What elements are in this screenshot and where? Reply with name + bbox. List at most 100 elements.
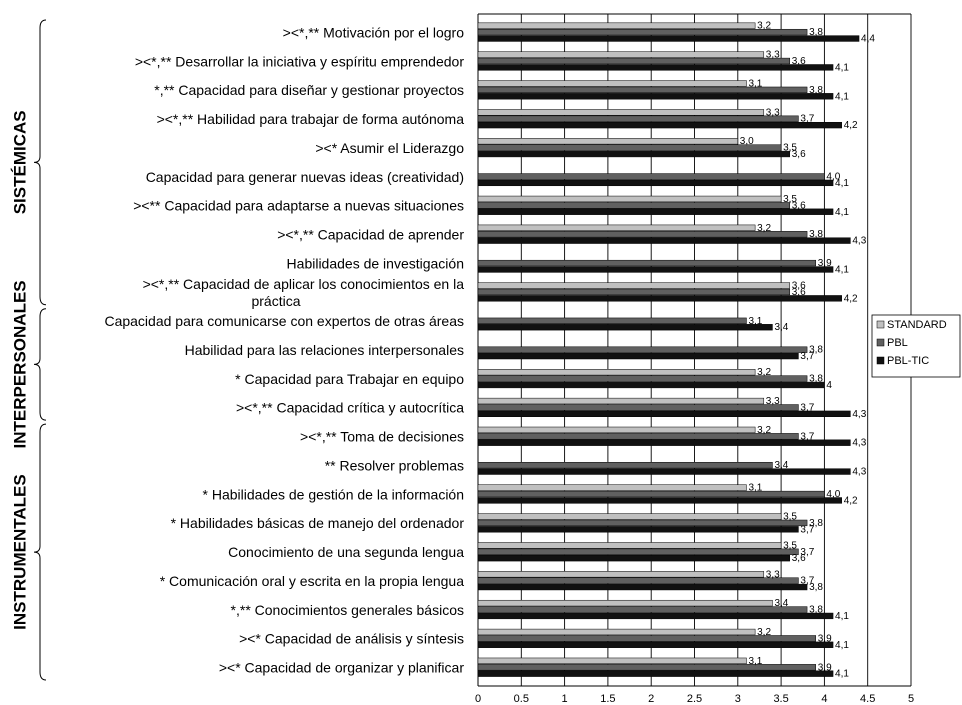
value-label: 3,1 xyxy=(748,483,762,494)
value-label: 4,1 xyxy=(835,178,849,189)
value-label: 4,3 xyxy=(852,236,866,247)
legend: STANDARD PBL PBL-TIC xyxy=(871,314,961,378)
value-label: 3,7 xyxy=(800,351,814,362)
value-label: 4,1 xyxy=(835,207,849,218)
bar-pbl-tic xyxy=(477,612,834,620)
legend-swatch xyxy=(876,338,885,347)
bar-pbl xyxy=(477,664,816,671)
bar-pbl xyxy=(477,173,825,180)
value-label: 3,3 xyxy=(766,396,780,407)
category-label: Capacidad para comunicarse con expertos … xyxy=(104,313,464,329)
bar-pbl xyxy=(477,259,816,267)
category-label: ><*,** Capacidad de aplicar los conocimi… xyxy=(143,276,465,292)
value-label: 4 xyxy=(826,380,832,391)
bar-pbl-tic xyxy=(477,410,851,417)
legend-label: STANDARD xyxy=(887,319,947,331)
value-label: 4,2 xyxy=(844,495,858,506)
value-label: 3,2 xyxy=(757,627,771,638)
category-label: ><*,** Desarrollar la iniciativa y espír… xyxy=(135,53,464,69)
value-label: 3,7 xyxy=(800,576,814,587)
category-label: ><* Capacidad de organizar y planificar xyxy=(219,660,464,676)
category-label: * Habilidades de gestión de la informaci… xyxy=(203,486,465,502)
legend-swatch xyxy=(876,320,885,329)
bar-standard xyxy=(477,513,782,520)
category-label: ><*,** Motivación por el logro xyxy=(283,24,465,40)
bar-standard xyxy=(477,628,756,636)
value-label: 3,5 xyxy=(783,540,797,551)
value-label: 4,1 xyxy=(835,669,849,680)
bar-standard xyxy=(477,542,782,549)
bar-pbl-tic xyxy=(477,497,842,504)
bar-pbl-tic xyxy=(477,468,851,475)
bar-pbl-tic xyxy=(477,266,834,273)
value-label: 3,4 xyxy=(774,322,788,333)
category-label: ><*,** Capacidad crítica y autocrítica xyxy=(236,400,464,416)
group-label: INTERPERSONALES xyxy=(11,280,30,448)
legend-label: PBL xyxy=(887,337,908,349)
x-tick-label: 0 xyxy=(475,693,481,705)
x-tick-label: 0.5 xyxy=(514,693,529,705)
value-label: 3,6 xyxy=(792,553,806,564)
category-label: ><* Asumir el Liderazgo xyxy=(315,140,464,156)
legend-swatch xyxy=(876,356,885,365)
bar-standard xyxy=(477,80,747,87)
value-label: 3,4 xyxy=(774,598,788,609)
x-tick-label: 3.5 xyxy=(773,693,788,705)
category-label: Capacidad para generar nuevas ideas (cre… xyxy=(146,169,464,185)
bar-pbl-tic xyxy=(477,526,799,533)
value-label: 3,2 xyxy=(757,223,771,234)
category-label: Habilidad para las relaciones interperso… xyxy=(185,342,464,358)
bar-standard xyxy=(477,571,765,578)
group-brackets: SISTÉMICAS INTERPERSONALES INSTRUMENTALES xyxy=(11,19,47,681)
bar-standard xyxy=(477,397,765,405)
bar-pbl xyxy=(477,317,747,324)
bar-pbl-tic xyxy=(477,439,851,446)
group-bracket xyxy=(33,19,47,306)
value-label: 3,8 xyxy=(809,345,823,356)
value-label: 3,7 xyxy=(800,431,814,442)
category-label: ><* Capacidad de análisis y síntesis xyxy=(239,631,464,647)
value-label: 3,2 xyxy=(757,21,771,32)
category-label: * Capacidad para Trabajar en equipo xyxy=(235,371,464,387)
category-label: *,** Capacidad para diseñar y gestionar … xyxy=(154,82,464,98)
bar-pbl xyxy=(477,404,799,411)
value-label: 4,1 xyxy=(835,264,849,275)
bar-standard xyxy=(477,282,791,289)
group-bracket xyxy=(33,308,47,421)
group-label: SISTÉMICAS xyxy=(11,110,30,214)
bar-pbl-tic xyxy=(477,179,834,187)
bar-pbl xyxy=(477,202,791,209)
value-label: 4,3 xyxy=(852,409,866,420)
value-label: 3,9 xyxy=(818,258,832,269)
category-label: Conocimiento de una segunda lengua xyxy=(228,544,464,560)
bar-pbl-tic xyxy=(477,35,860,42)
category-label: * Habilidades básicas de manejo del orde… xyxy=(171,515,465,531)
category-label: práctica xyxy=(251,293,300,309)
category-label: Habilidades de investigación xyxy=(287,255,464,271)
category-labels: ><*,** Motivación por el logro ><*,** Des… xyxy=(104,24,464,675)
bar-pbl xyxy=(477,28,808,36)
bar-pbl xyxy=(477,86,808,94)
value-label: 3,3 xyxy=(766,50,780,61)
value-label: 4,3 xyxy=(852,438,866,449)
value-label: 3,6 xyxy=(792,287,806,298)
value-label: 3,8 xyxy=(809,582,823,593)
bar-standard xyxy=(477,484,747,491)
x-tick-label: 2.5 xyxy=(687,693,702,705)
value-label: 3,9 xyxy=(818,633,832,644)
bar-standard xyxy=(477,224,756,231)
value-label: 3,6 xyxy=(792,200,806,211)
bar-pbl xyxy=(477,606,808,613)
value-label: 3,8 xyxy=(809,374,823,385)
value-label: 3,4 xyxy=(774,460,788,471)
value-label: 4,2 xyxy=(844,293,858,304)
x-tick-label: 2 xyxy=(648,693,654,705)
x-tick-label: 4.5 xyxy=(860,693,875,705)
bar-standard xyxy=(477,426,756,434)
value-label: 3,1 xyxy=(748,78,762,89)
category-label: *,** Conocimientos generales básicos xyxy=(231,602,464,618)
x-tick-label: 4 xyxy=(821,693,827,705)
value-label: 3,8 xyxy=(809,518,823,529)
value-label: 3,2 xyxy=(757,425,771,436)
bar-pbl xyxy=(477,288,791,296)
